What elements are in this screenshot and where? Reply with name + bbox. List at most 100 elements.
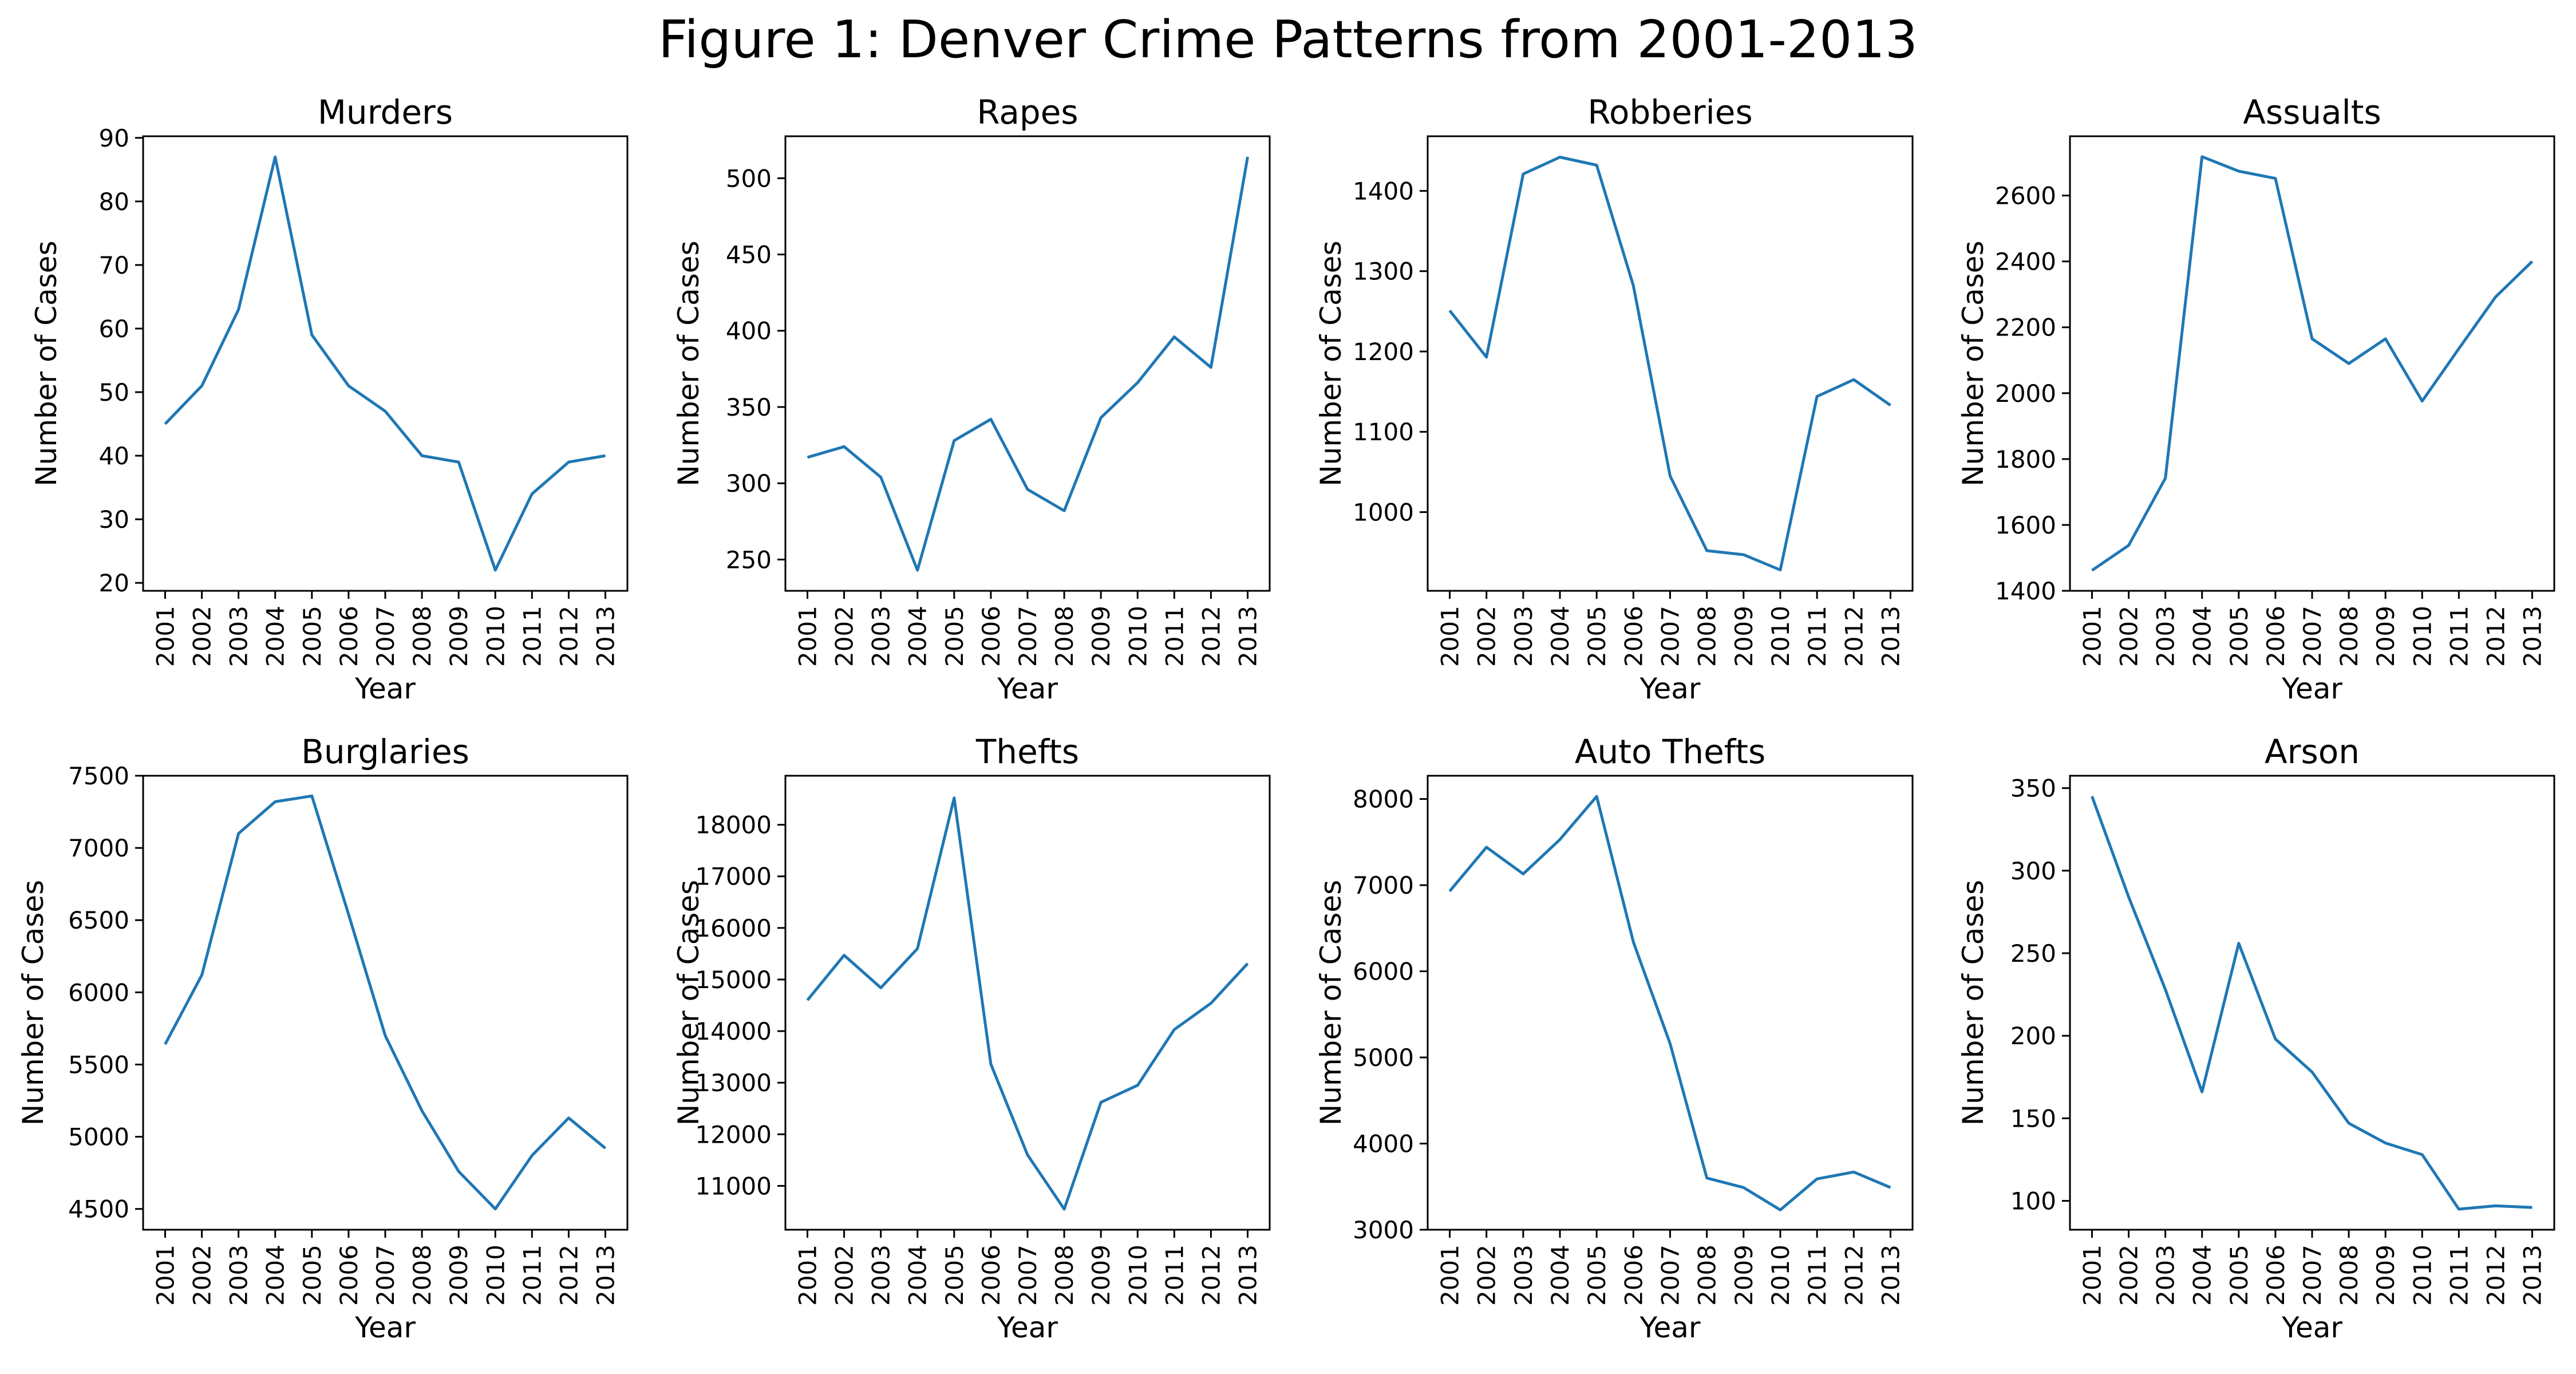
data-point	[200, 973, 204, 977]
data-point	[2494, 295, 2497, 299]
y-tick-label: 5500	[68, 1051, 129, 1079]
data-point	[237, 308, 240, 311]
data-point	[1448, 890, 1452, 893]
x-tick-label: 2013	[2519, 606, 2547, 667]
y-tick-label: 250	[726, 546, 772, 574]
data-point	[1062, 1207, 1066, 1211]
x-tick-label: 2004	[262, 1245, 290, 1306]
data-point	[879, 476, 883, 479]
x-tick-label: 2010	[2408, 1245, 2436, 1306]
y-tick-label: 250	[2010, 939, 2056, 968]
data-point	[2237, 169, 2241, 173]
y-tick-label: 80	[99, 188, 129, 216]
data-point	[843, 445, 846, 448]
data-point	[2531, 1206, 2534, 1209]
x-tick-label: 2001	[1436, 606, 1464, 667]
data-point	[1209, 1001, 1212, 1005]
y-tick-label: 4000	[1353, 1130, 1414, 1158]
data-point	[1026, 1153, 1029, 1156]
x-axis-label: Year	[1639, 1311, 1701, 1344]
data-point	[163, 1043, 167, 1046]
y-tick-label: 400	[726, 317, 772, 345]
x-axis-label: Year	[2281, 672, 2342, 705]
x-tick-label: 2008	[408, 606, 436, 667]
data-point	[1099, 1100, 1103, 1104]
y-tick-label: 7000	[1353, 871, 1414, 899]
data-point	[2531, 260, 2534, 263]
y-tick-label: 7000	[68, 834, 129, 862]
x-tick-label: 2010	[1767, 1245, 1795, 1306]
subplot-title: Arson	[2265, 732, 2360, 771]
data-point	[347, 913, 350, 916]
data-point	[274, 800, 277, 803]
x-tick-label: 2009	[445, 1245, 473, 1306]
y-tick-label: 15000	[695, 966, 772, 994]
x-tick-label: 2001	[2078, 606, 2106, 667]
data-point	[2164, 988, 2167, 991]
y-tick-label: 100	[2010, 1187, 2056, 1215]
x-tick-label: 2003	[1510, 1245, 1538, 1306]
x-tick-label: 2003	[867, 1245, 895, 1306]
y-axis-label: Number of Cases	[672, 240, 705, 486]
x-tick-label: 2004	[2188, 1245, 2217, 1306]
y-tick-label: 500	[726, 164, 772, 192]
subplot: Murders 2001 2002 2003 2004 2005 2006 2007 2008 2…	[30, 93, 629, 705]
x-tick-label: 2007	[2298, 606, 2326, 667]
y-tick-label: 11000	[695, 1172, 772, 1200]
x-tick-label: 2008	[408, 1245, 436, 1306]
data-point	[2384, 1142, 2387, 1145]
x-tick-label: 2012	[555, 1245, 583, 1306]
x-tick-label: 2001	[151, 606, 179, 667]
data-point	[2200, 1090, 2204, 1093]
x-axis-label: Year	[354, 1311, 416, 1344]
y-tick-label: 300	[2010, 857, 2056, 885]
x-tick-label: 2002	[188, 1245, 216, 1306]
y-tick-label: 350	[2010, 775, 2056, 803]
y-tick-label: 5000	[1353, 1044, 1414, 1072]
data-point	[274, 155, 277, 159]
data-point	[530, 492, 534, 496]
subplot-title: Murders	[318, 93, 453, 132]
x-tick-label: 2012	[1840, 1245, 1868, 1306]
y-axis-label: Number of Cases	[672, 880, 705, 1126]
x-axis-label: Year	[997, 1311, 1058, 1344]
x-tick-label: 2003	[225, 606, 253, 667]
y-axis-label: Number of Cases	[1314, 240, 1348, 486]
x-tick-label: 2007	[1657, 606, 1685, 667]
x-tick-label: 2011	[2445, 606, 2473, 667]
x-tick-label: 2010	[481, 606, 509, 667]
data-point	[2347, 1122, 2350, 1125]
x-tick-label: 2006	[1619, 606, 1647, 667]
data-point	[567, 460, 570, 464]
x-tick-label: 2002	[831, 606, 859, 667]
x-tick-label: 2004	[1546, 1245, 1574, 1306]
subplot-title: Robberies	[1587, 93, 1752, 132]
data-point	[2127, 544, 2131, 547]
y-axis-label: Number of Cases	[1957, 240, 1990, 486]
data-point	[384, 1034, 387, 1037]
data-point	[2090, 568, 2093, 572]
x-tick-label: 2008	[1050, 606, 1078, 667]
x-tick-label: 2009	[2372, 606, 2400, 667]
subplot: Arson 2001 2002 2003 2004 2005 2006 2007 2008 200…	[1957, 732, 2555, 1344]
y-tick-label: 60	[99, 315, 129, 343]
x-tick-label: 2006	[1619, 1245, 1647, 1306]
data-point	[1815, 395, 1819, 398]
y-tick-label: 450	[726, 240, 772, 269]
x-tick-label: 2003	[2152, 1245, 2180, 1306]
x-tick-label: 2005	[1583, 606, 1611, 667]
x-tick-label: 2012	[1197, 606, 1225, 667]
data-point	[420, 454, 424, 457]
data-point	[1815, 1177, 1819, 1180]
x-tick-label: 2008	[2335, 606, 2363, 667]
subplot: Assualts 2001 2002 2003 2004 2005 2006 2007 2008…	[1957, 93, 2555, 705]
data-point	[163, 422, 167, 425]
data-point	[1558, 838, 1562, 841]
x-axis-label: Year	[1639, 672, 1701, 705]
x-tick-label: 2002	[2115, 606, 2143, 667]
data-point	[200, 384, 204, 388]
x-tick-label: 2007	[372, 606, 400, 667]
series-line	[807, 156, 1249, 572]
x-tick-label: 2008	[2335, 1245, 2363, 1306]
x-tick-label: 2001	[2078, 1245, 2106, 1306]
